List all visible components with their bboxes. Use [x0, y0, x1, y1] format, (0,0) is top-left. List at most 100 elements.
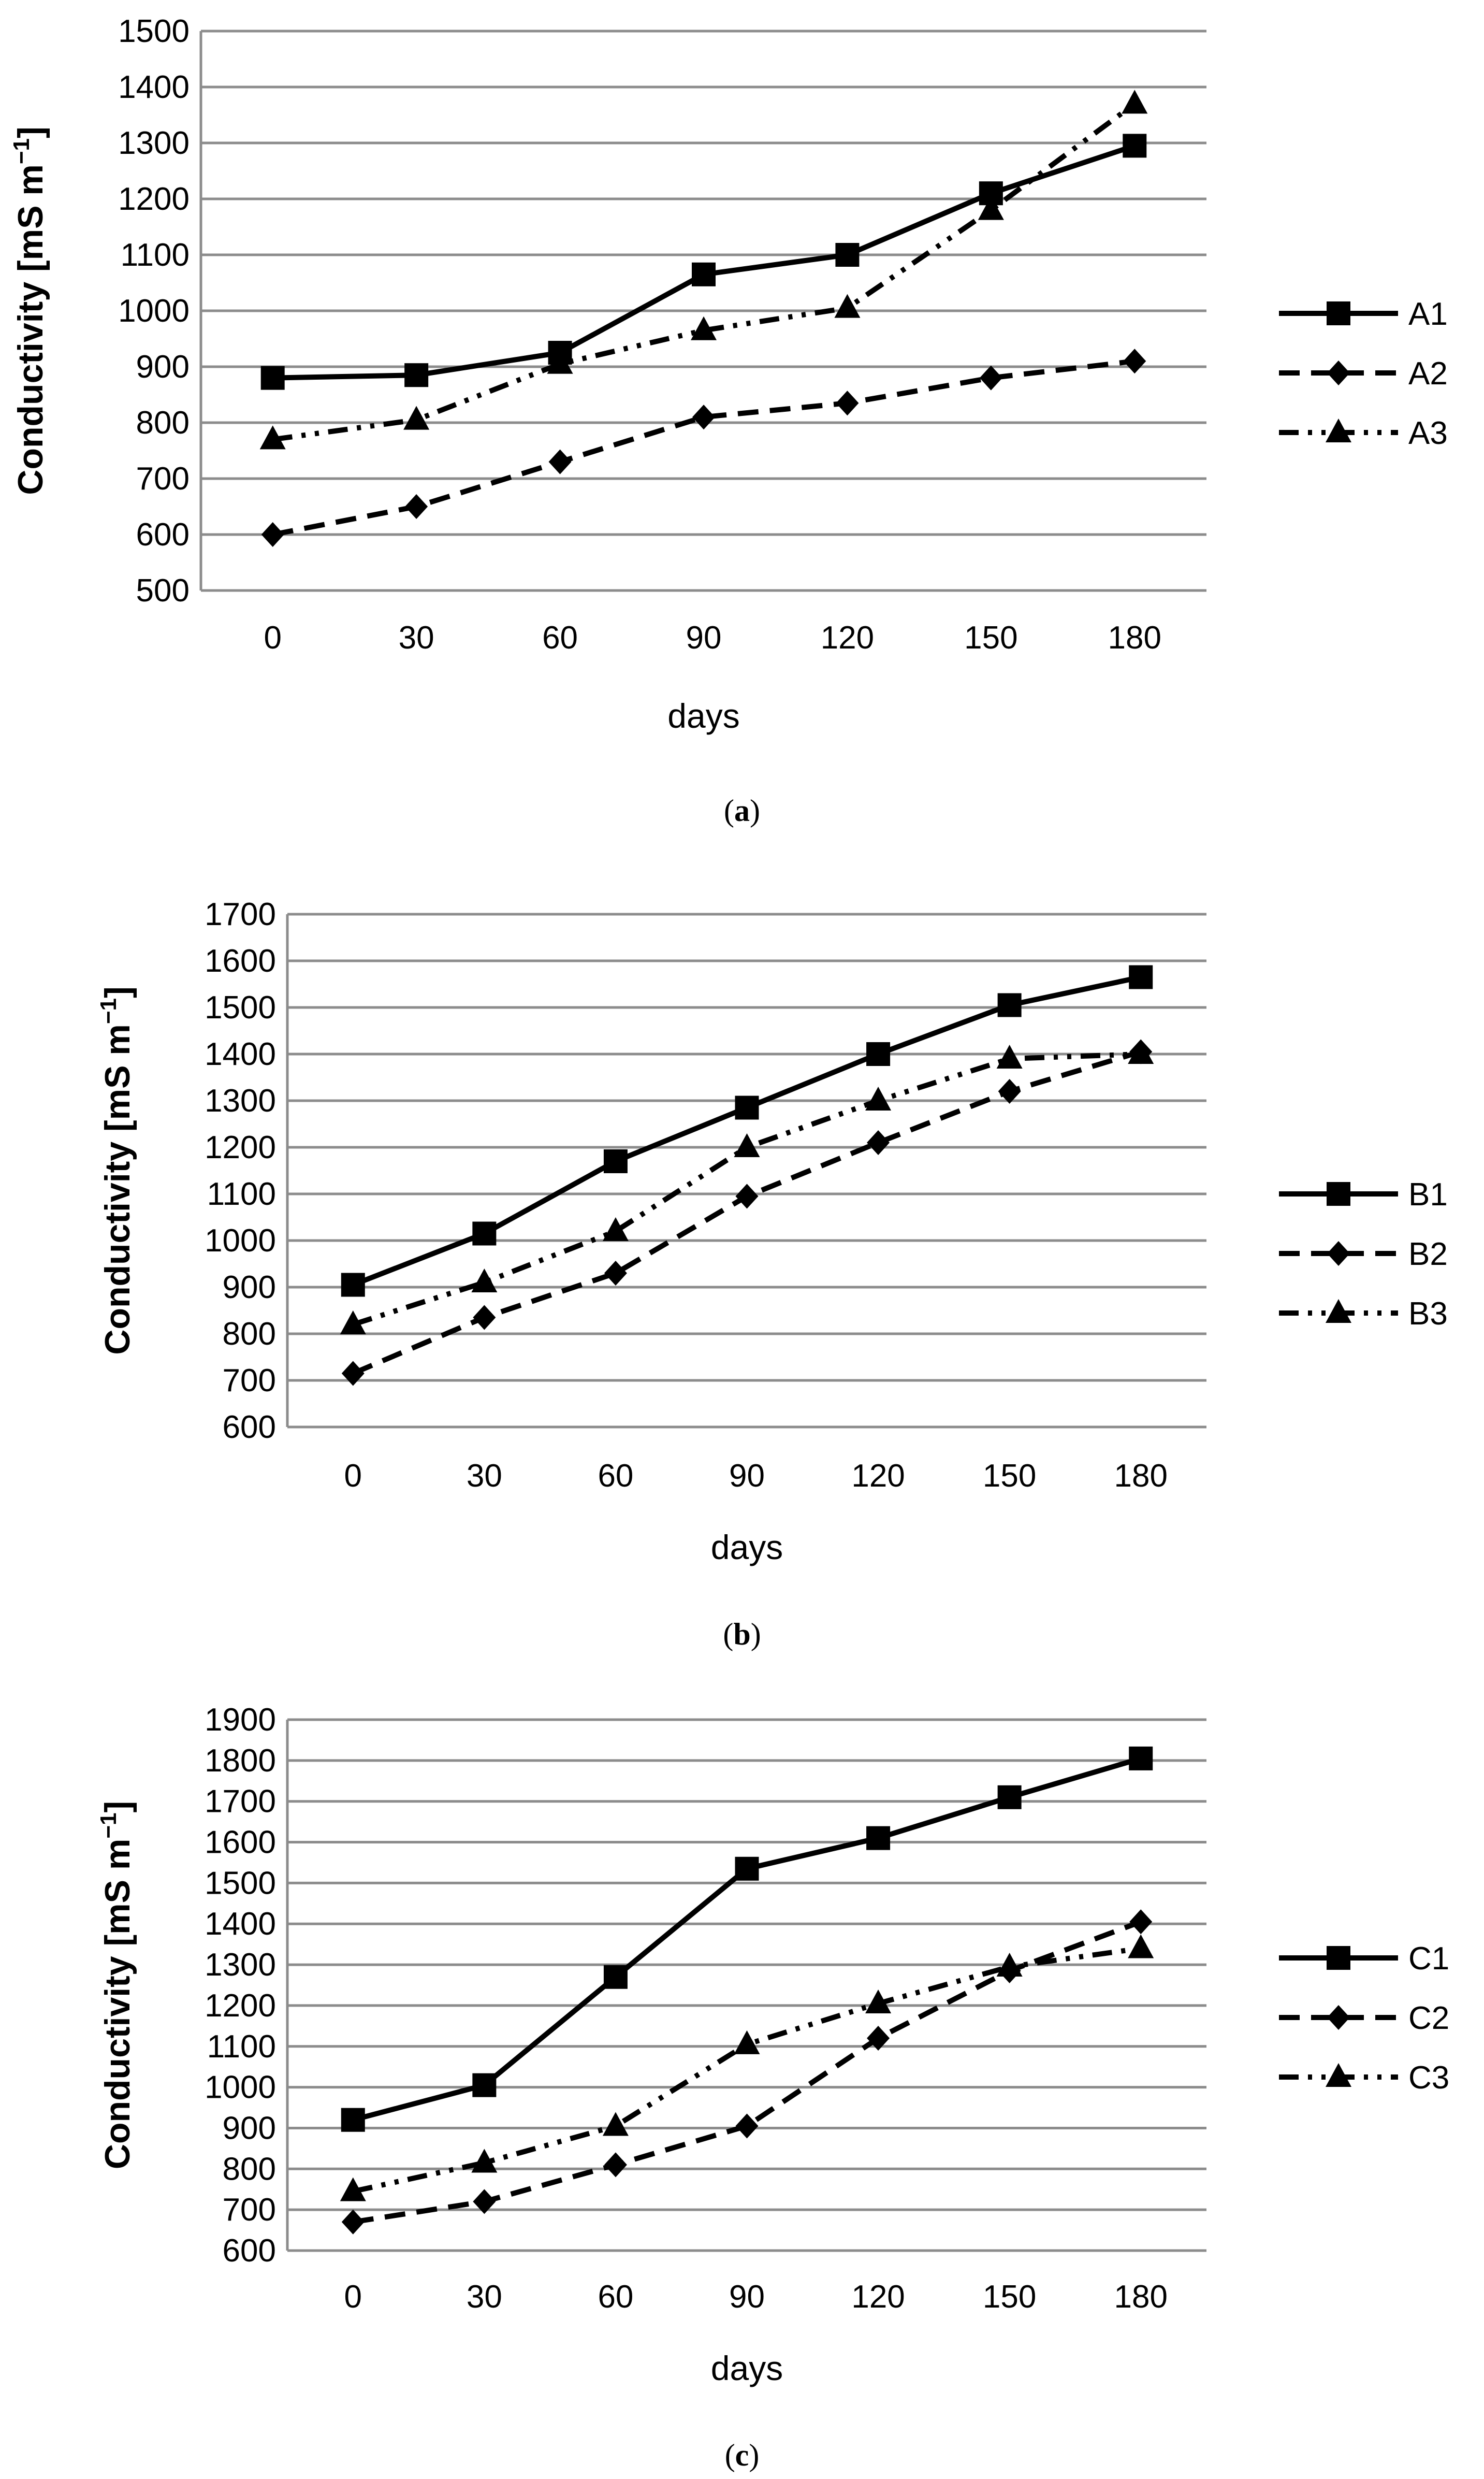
y-tick-label: 1300 — [205, 1083, 276, 1119]
y-tick-label: 1300 — [118, 125, 190, 161]
series-B3 — [340, 1040, 1154, 1334]
x-tick-label: 30 — [399, 620, 434, 656]
data-point — [404, 363, 429, 387]
panel-caption: (b) — [723, 1617, 761, 1651]
data-point — [735, 1856, 759, 1881]
data-point — [867, 1130, 890, 1155]
y-tick-label: 600 — [223, 1409, 276, 1445]
legend-label: A2 — [1408, 356, 1448, 392]
data-point — [403, 406, 430, 430]
data-point — [691, 316, 717, 340]
y-tick-label: 1900 — [205, 1702, 276, 1738]
legend-label: B3 — [1408, 1296, 1448, 1332]
y-tick-label: 1400 — [205, 1036, 276, 1072]
data-point — [1129, 1746, 1153, 1770]
data-point — [692, 405, 715, 430]
data-point — [473, 1305, 496, 1330]
y-tick-label: 1200 — [118, 181, 190, 217]
legend-label: A3 — [1408, 415, 1448, 451]
x-tick-label: 90 — [729, 1458, 765, 1494]
y-tick-label: 800 — [223, 1316, 276, 1352]
legend-item: B3 — [1279, 1296, 1448, 1332]
y-tick-label: 600 — [223, 2233, 276, 2269]
data-point — [1128, 1934, 1154, 1958]
y-tick-label: 700 — [223, 1363, 276, 1399]
data-point — [734, 1133, 760, 1157]
x-tick-label: 60 — [542, 620, 578, 656]
y-tick-label: 1600 — [205, 1825, 276, 1861]
series-line — [352, 974, 1142, 1288]
data-point — [978, 196, 1004, 220]
series-C2 — [341, 1909, 1153, 2235]
series-C1 — [341, 1746, 1153, 2132]
legend-marker — [1326, 1299, 1351, 1323]
data-point — [735, 1184, 759, 1209]
data-point — [1129, 965, 1153, 989]
data-point — [997, 1785, 1022, 1809]
x-tick-label: 90 — [686, 620, 722, 656]
caption-close: ) — [749, 2438, 759, 2472]
data-point — [836, 391, 859, 416]
legend-marker — [1327, 1182, 1350, 1206]
y-tick-label: 1400 — [118, 69, 190, 105]
y-tick-label: 1700 — [205, 1784, 276, 1820]
data-point — [867, 2026, 890, 2051]
data-point — [996, 1045, 1023, 1069]
data-point — [340, 2177, 366, 2201]
x-tick-label: 90 — [729, 2279, 765, 2315]
legend-marker — [1327, 1946, 1350, 1970]
x-tick-label: 180 — [1114, 1458, 1167, 1494]
data-point — [405, 494, 428, 519]
y-tick-label: 1200 — [205, 1988, 276, 2024]
y-tick-label: 900 — [223, 1270, 276, 1305]
x-tick-label: 120 — [851, 1458, 905, 1494]
series-line — [272, 143, 1136, 381]
y-tick-label: 1200 — [205, 1130, 276, 1165]
data-point — [866, 1042, 891, 1066]
data-point — [997, 993, 1022, 1017]
caption-letter: b — [733, 1617, 750, 1651]
y-tick-label: 1400 — [205, 1906, 276, 1942]
legend-label: A1 — [1408, 296, 1448, 332]
y-tick-label: 1600 — [205, 943, 276, 979]
y-tick-label: 1100 — [121, 237, 190, 273]
y-axis-title: Conductivity [mS m−1] — [9, 126, 50, 495]
y-axis-title-main: Conductivity [mS m — [98, 1839, 137, 2170]
y-axis-title: Conductivity [mS m−1] — [96, 1801, 137, 2169]
legend-marker — [1327, 361, 1350, 385]
x-tick-label: 120 — [851, 2279, 905, 2315]
caption-close: ) — [751, 1617, 761, 1651]
y-tick-label: 600 — [136, 517, 190, 553]
data-point — [735, 2113, 759, 2139]
panel-caption: (a) — [724, 794, 760, 828]
y-tick-label: 900 — [223, 2110, 276, 2146]
y-axis-title-main: Conductivity [mS m — [11, 164, 50, 495]
series-A3 — [259, 90, 1148, 450]
legend-item: A1 — [1279, 296, 1448, 332]
data-point — [835, 243, 860, 267]
data-point — [735, 1096, 759, 1120]
chart-panel-2: 6007008009001000110012001300140015001600… — [96, 1702, 1449, 2472]
data-point — [996, 1953, 1023, 1977]
x-tick-label: 0 — [264, 620, 281, 656]
y-tick-label: 900 — [136, 349, 190, 385]
x-axis-title: days — [711, 1528, 783, 1566]
series-B1 — [341, 965, 1153, 1297]
x-tick-label: 150 — [964, 620, 1017, 656]
data-point — [341, 2209, 365, 2235]
y-tick-label: 1000 — [118, 293, 190, 329]
data-point — [1122, 90, 1148, 114]
x-tick-label: 60 — [598, 1458, 633, 1494]
x-tick-label: 60 — [598, 2279, 633, 2315]
legend-label: C1 — [1408, 1941, 1449, 1977]
series-B2 — [341, 1039, 1153, 1386]
x-tick-label: 0 — [344, 2279, 362, 2315]
y-tick-label: 1100 — [207, 1176, 276, 1212]
data-point — [261, 522, 284, 547]
data-point — [603, 1965, 628, 1989]
y-axis-title-superscript: −1 — [96, 998, 121, 1024]
y-tick-label: 1800 — [205, 1743, 276, 1779]
legend-marker — [1327, 301, 1350, 325]
data-point — [1123, 349, 1146, 374]
y-tick-label: 1300 — [205, 1947, 276, 1983]
